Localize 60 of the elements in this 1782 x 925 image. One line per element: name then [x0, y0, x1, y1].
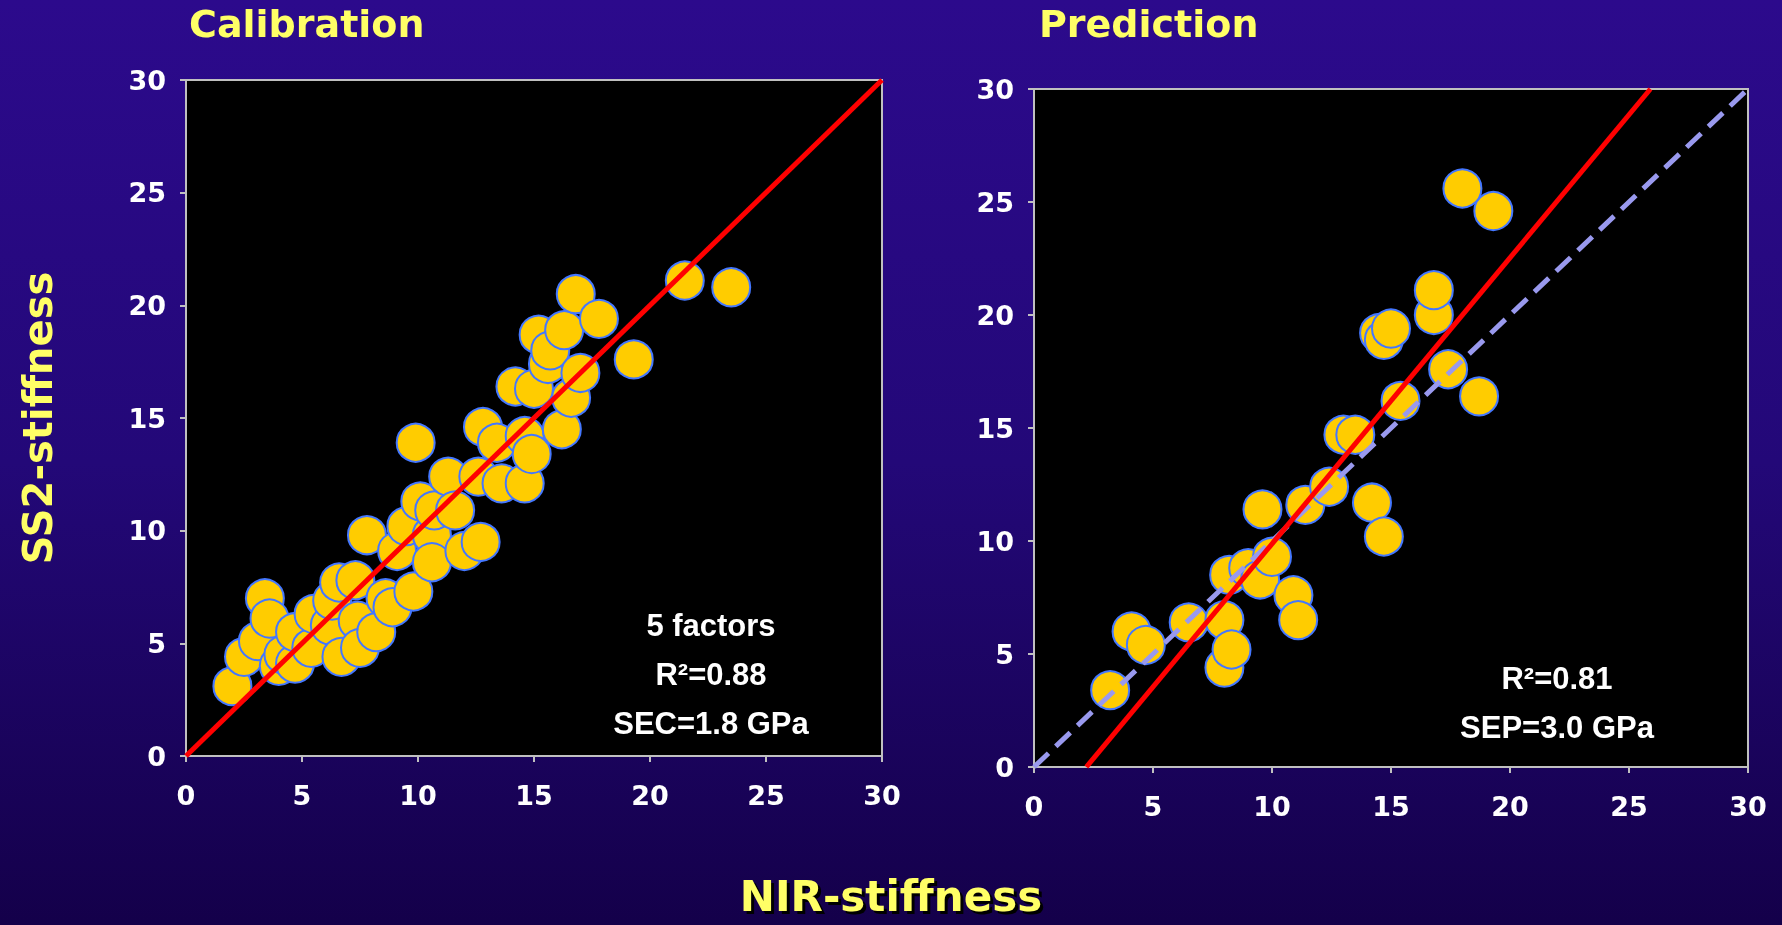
x-tick-label: 0 — [176, 780, 196, 811]
point — [711, 267, 752, 308]
y-tick-label: 25 — [976, 186, 1014, 218]
x-tick-label: 15 — [515, 780, 553, 811]
y-tick-label: 30 — [976, 73, 1014, 105]
chart-title: Calibration — [189, 2, 425, 46]
x-tick-label: 30 — [1729, 791, 1767, 822]
y-tick-label: 15 — [976, 412, 1014, 444]
point — [347, 515, 387, 556]
annotation: SEP=3.0 GPa — [1460, 709, 1655, 745]
annotation: R²=0.88 — [655, 656, 767, 692]
y-tick-label: 5 — [147, 627, 166, 659]
point — [555, 274, 596, 315]
x-tick-label: 10 — [1253, 791, 1291, 822]
point — [1242, 489, 1283, 530]
point — [579, 298, 619, 339]
y-tick-label: 10 — [976, 525, 1014, 557]
point — [393, 571, 434, 612]
y-tick-label: 30 — [128, 64, 166, 96]
y-tick-label: 0 — [995, 751, 1014, 783]
point — [511, 434, 552, 475]
y-tick-label: 20 — [976, 299, 1014, 331]
point — [395, 422, 436, 463]
point — [1125, 624, 1166, 665]
y-tick-label: 15 — [128, 402, 166, 434]
x-tick-label: 20 — [631, 780, 669, 811]
annotation: SEC=1.8 GPa — [613, 705, 810, 741]
x-tick-label: 30 — [863, 780, 901, 811]
point — [1459, 376, 1500, 417]
point — [1442, 168, 1483, 209]
y-tick-label: 0 — [147, 740, 166, 772]
y-tick-label: 20 — [128, 289, 166, 321]
point — [1352, 482, 1392, 523]
x-tick-label: 0 — [1024, 791, 1044, 822]
y-axis-title: SS2-stiffness — [15, 271, 61, 565]
chart-title: Prediction — [1039, 2, 1259, 46]
x-tick-label: 25 — [1610, 791, 1648, 822]
point — [1371, 308, 1411, 349]
x-tick-label: 15 — [1372, 791, 1410, 822]
point — [1211, 629, 1252, 670]
point — [544, 310, 585, 351]
point — [1278, 600, 1319, 641]
x-tick-label: 20 — [1491, 791, 1529, 822]
x-tick-label: 25 — [747, 780, 785, 811]
point — [613, 339, 654, 380]
point — [460, 521, 501, 562]
point — [541, 409, 582, 450]
x-tick-label: 5 — [292, 780, 312, 811]
annotation: R²=0.81 — [1501, 660, 1613, 696]
y-tick-label: 25 — [128, 177, 166, 209]
point — [1413, 270, 1454, 311]
x-axis-title: NIR-stiffness — [738, 872, 1044, 921]
annotation: 5 factors — [646, 607, 776, 643]
y-tick-label: 5 — [995, 638, 1014, 670]
point — [1363, 516, 1404, 557]
y-tick-label: 10 — [128, 515, 166, 547]
point — [411, 542, 452, 583]
x-tick-label: 10 — [399, 780, 437, 811]
x-tick-label: 5 — [1143, 791, 1163, 822]
point — [1473, 191, 1514, 232]
